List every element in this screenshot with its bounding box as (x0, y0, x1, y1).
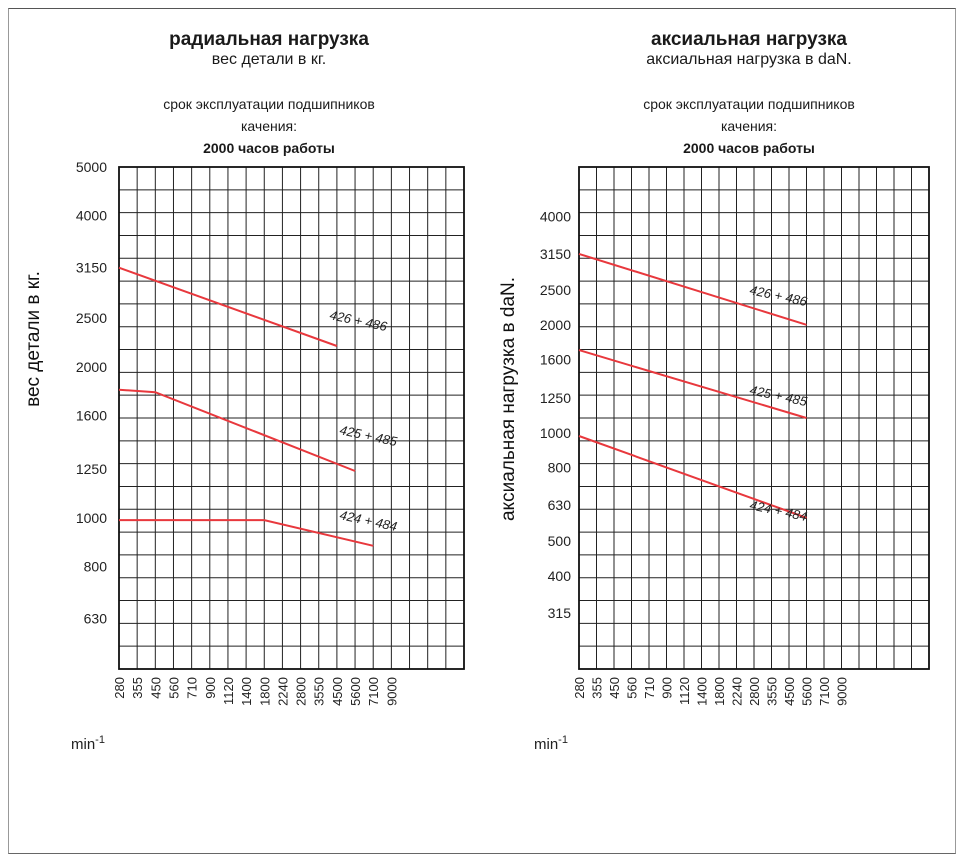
y-tick-label: 2500 (76, 310, 107, 326)
plot-border (578, 166, 930, 670)
series-line (578, 349, 807, 419)
y-tick-label: 800 (84, 559, 108, 575)
x-tick-label: 3550 (765, 677, 780, 706)
y-tick-label: 5000 (76, 159, 107, 175)
x-tick-label: 5600 (348, 677, 363, 706)
x-tick-label: 9000 (384, 677, 399, 706)
series-line (578, 435, 807, 519)
chart-caption: срок эксплуатации подшипников качения: 2… (559, 93, 939, 159)
y-tick-label: 1000 (76, 510, 107, 526)
y-tick-label: 4000 (76, 208, 107, 224)
y-tick-label: 1600 (540, 352, 571, 368)
x-tick-label: 7100 (366, 677, 381, 706)
series-label: 424 + 484 (338, 507, 398, 534)
x-tick-label: 900 (203, 677, 218, 699)
y-tick-label: 3150 (540, 246, 571, 262)
x-tick-label: 280 (572, 677, 587, 699)
y-tick-label: 4000 (540, 209, 571, 225)
x-tick-label: 280 (112, 677, 127, 699)
y-tick-label: 315 (548, 605, 572, 621)
x-tick-label: 1400 (239, 677, 254, 706)
x-tick-label: 3550 (312, 677, 327, 706)
plot-border (118, 166, 465, 670)
y-tick-label: 500 (548, 533, 572, 549)
y-tick-label: 1250 (76, 461, 107, 477)
x-tick-label: 560 (166, 677, 181, 699)
x-tick-label: 4500 (330, 677, 345, 706)
radial-load-panel: радиальная нагрузка вес детали в кг. сро… (9, 9, 479, 855)
chart-title: радиальная нагрузка (169, 29, 369, 50)
series-label: 426 + 486 (328, 307, 389, 334)
y-tick-label: 1000 (540, 425, 571, 441)
series-line (119, 519, 374, 547)
x-tick-label: 1800 (257, 677, 272, 706)
caption-line: 2000 часов работы (203, 140, 335, 156)
caption-line: срок эксплуатации подшипников (643, 96, 855, 112)
series-line (118, 388, 356, 472)
series-label: 425 + 485 (338, 422, 399, 449)
chart-title: аксиальная нагрузка (651, 29, 847, 50)
x-tick-label: 2240 (275, 677, 290, 706)
y-axis-label: вес детали в кг. (23, 271, 44, 407)
x-tick-label: 450 (148, 677, 163, 699)
x-tick-label: 450 (607, 677, 622, 699)
x-tick-label: 1120 (221, 677, 236, 705)
chart-subtitle: вес детали в кг. (211, 51, 327, 68)
figure-frame: радиальная нагрузка вес детали в кг. сро… (8, 8, 956, 854)
chart-caption: срок эксплуатации подшипников качения: 2… (69, 93, 469, 159)
caption-line: 2000 часов работы (683, 140, 815, 156)
y-tick-label: 630 (84, 611, 108, 627)
x-tick-label: 1800 (712, 677, 727, 706)
x-axis-label: min-1 (71, 734, 105, 753)
y-tick-label: 2000 (76, 359, 107, 375)
x-tick-label: 9000 (835, 677, 850, 706)
series-line (578, 252, 807, 326)
x-tick-label: 710 (185, 677, 200, 699)
y-tick-label: 1600 (76, 407, 107, 423)
x-tick-label: 560 (625, 677, 640, 699)
chart-subtitle: аксиальная нагрузка в daN. (646, 51, 852, 68)
series-line (118, 266, 338, 347)
series-label: 426 + 486 (748, 282, 809, 309)
y-tick-label: 400 (548, 568, 572, 584)
x-tick-label: 7100 (817, 677, 832, 706)
y-tick-label: 2500 (540, 282, 571, 298)
y-tick-label: 800 (548, 460, 572, 476)
x-tick-label: 900 (660, 677, 675, 699)
x-tick-label: 355 (130, 677, 145, 699)
y-tick-label: 2000 (540, 317, 571, 333)
x-tick-label: 1120 (677, 677, 692, 705)
series-label: 424 + 484 (748, 497, 808, 524)
x-tick-label: 2800 (294, 677, 309, 706)
x-tick-label: 710 (642, 677, 657, 699)
y-axis-label: аксиальная нагрузка в daN. (498, 277, 519, 521)
x-tick-label: 4500 (782, 677, 797, 706)
axial-load-panel: аксиальная нагрузка аксиальная нагрузка … (479, 9, 957, 855)
y-tick-label: 3150 (76, 260, 107, 276)
x-tick-label: 2800 (747, 677, 762, 706)
x-tick-label: 355 (590, 677, 605, 699)
x-tick-label: 2240 (730, 677, 745, 706)
x-tick-label: 1400 (695, 677, 710, 706)
y-tick-label: 1250 (540, 390, 571, 406)
caption-line: качения: (240, 118, 297, 134)
caption-line: срок эксплуатации подшипников (163, 96, 375, 112)
caption-line: качения: (720, 118, 777, 134)
x-tick-label: 5600 (800, 677, 815, 706)
y-tick-label: 630 (548, 497, 572, 513)
series-label: 425 + 485 (748, 382, 809, 409)
x-axis-label: min-1 (534, 734, 568, 753)
